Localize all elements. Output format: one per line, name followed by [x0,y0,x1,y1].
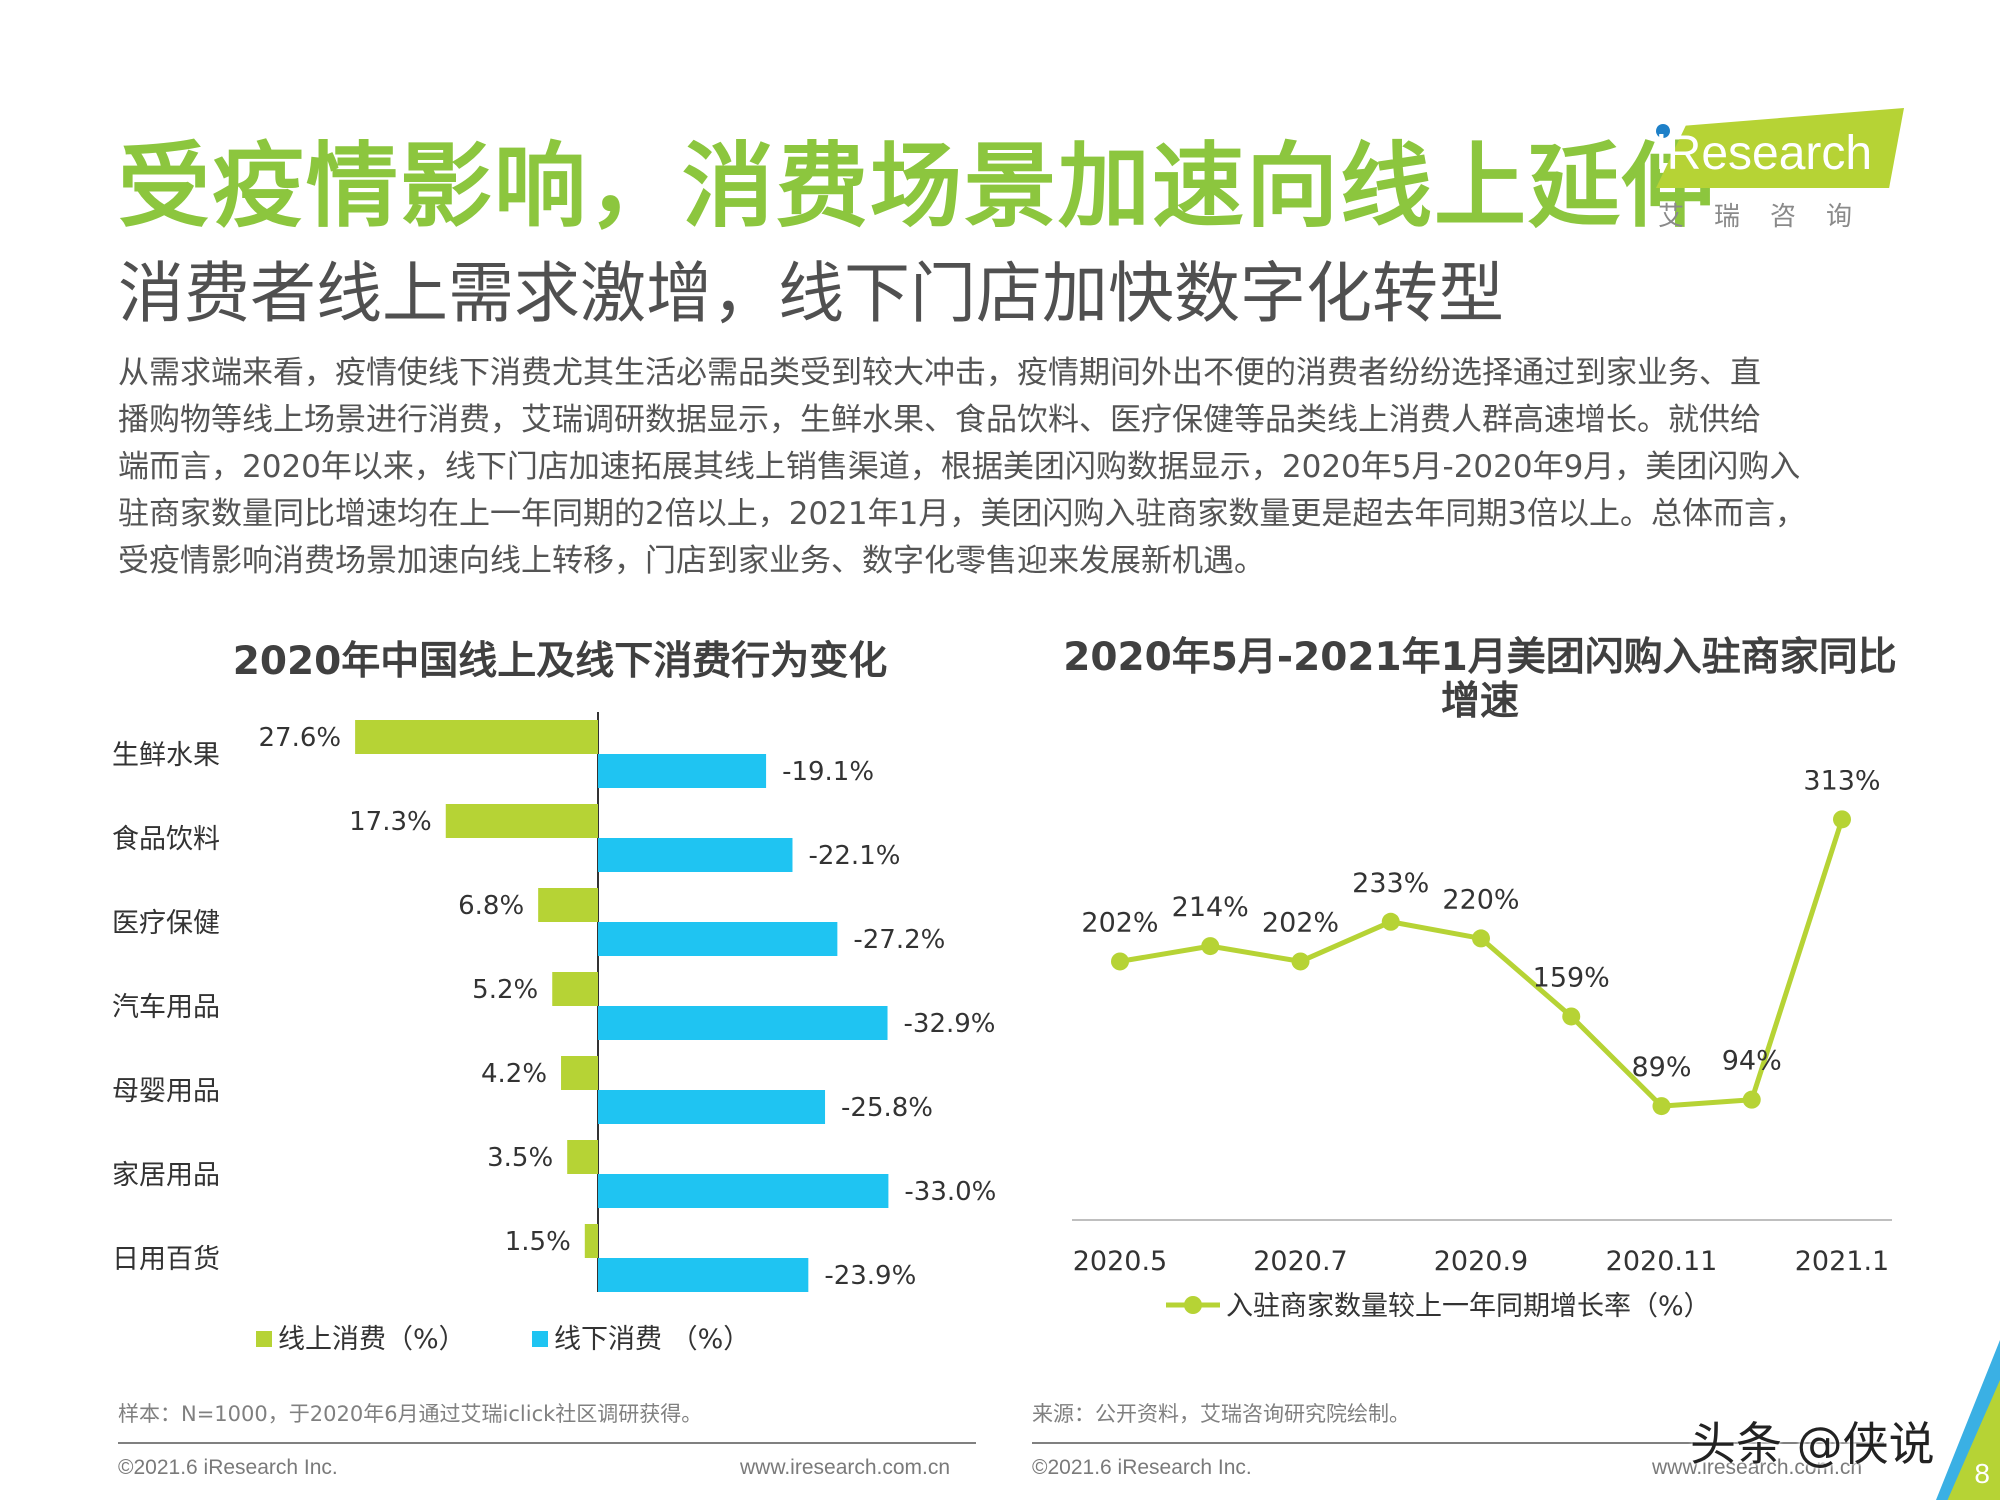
category-label: 日用百货 [112,1244,220,1275]
data-label: 220% [1442,884,1519,915]
offline-value-label: -19.1% [782,757,874,787]
paragraph-line: 从需求端来看，疫情使线下消费尤其生活必需品类受到较大冲击，疫情期间外出不便的消费… [118,355,1761,391]
bar-online [355,720,598,754]
offline-value-label: -23.9% [824,1261,916,1291]
data-point [1562,1007,1581,1026]
footer-copyright: ©2021.6 iResearch Inc. [118,1456,338,1479]
iresearch-logo: iResearch 艾瑞咨询 [1650,104,1910,234]
bar-offline [598,1090,826,1124]
footer-url: www.iresearch.com.cn [1652,1456,1863,1479]
bar-online [561,1056,598,1090]
category-label: 医疗保健 [112,908,220,939]
footer-rule [118,1442,976,1444]
bar-offline [598,1258,809,1292]
offline-value-label: -22.1% [808,841,900,871]
source-note: 来源：公开资料，艾瑞咨询研究院绘制。 [1032,1402,1410,1426]
logo-brand: iResearch [1656,127,1873,180]
paragraph-line: 端而言，2020年以来，线下门店加速拓展其线上销售渠道，根据美团闪购数据显示，2… [118,449,1801,485]
online-value-label: 5.2% [472,975,538,1005]
bar-online [584,1224,598,1258]
bar-offline [598,754,767,788]
offline-value-label: -27.2% [853,925,945,955]
page-title: 受疫情影响，消费场景加速向线上延伸 [118,133,1717,240]
data-point [1472,929,1490,948]
bar-online [445,804,598,838]
data-point [1111,952,1129,971]
line-chart: 202% 214% 202% 233% 220% 159% 89% 94% 313% 2020.5… [1072,770,1892,1322]
footer-copyright: ©2021.6 iResearch Inc. [1032,1456,1252,1479]
corner-decoration: 8 [1936,1340,2000,1500]
legend-swatch-offline [532,1331,548,1347]
bar-offline [598,922,838,956]
legend-label: 入驻商家数量较上一年同期增长率（%） [1226,1291,1711,1322]
offline-value-label: -32.9% [904,1009,996,1039]
data-label: 202% [1262,907,1339,938]
online-value-label: 27.6% [259,723,342,753]
category-label: 汽车用品 [112,992,220,1023]
bar-online [552,972,598,1006]
data-label: 313% [1803,770,1880,796]
paragraph-line: 播购物等线上场景进行消费，艾瑞调研数据显示，生鲜水果、食品饮料、医疗保健等品类线… [118,402,1761,438]
page-number: 8 [1974,1458,1990,1489]
x-tick-label: 2020.5 [1073,1246,1167,1277]
data-point [1742,1090,1761,1109]
online-value-label: 17.3% [349,807,432,837]
legend-label-offline: 线下消费 （%） [554,1324,750,1355]
bar-chart-title: 2020年中国线上及线下消费行为变化 [232,639,888,684]
logo-sub: 艾瑞咨询 [1658,202,1883,232]
data-point [1381,912,1400,931]
bar-online [538,888,598,922]
paragraph-line: 受疫情影响消费场景加速向线上转移，门店到家业务、数字化零售迎来发展新机遇。 [118,543,1265,579]
watermark: 头条 @侠说 [1690,1417,1935,1471]
data-label: 214% [1172,892,1249,923]
online-value-label: 1.5% [505,1227,571,1257]
bar-chart: 27.6% -19.1% 生鲜水果 17.3% -22.1% 食品饮料 6.8% -27.2%… [112,712,996,1355]
data-label: 159% [1533,962,1610,993]
sample-note: 样本：N=1000，于2020年6月通过艾瑞iclick社区调研获得。 [118,1402,703,1426]
category-label: 生鲜水果 [112,740,220,771]
category-label: 食品饮料 [112,824,220,855]
body-paragraph: 从需求端来看，疫情使线下消费尤其生活必需品类受到较大冲击，疫情期间外出不便的消费… [118,350,1918,585]
online-value-label: 3.5% [487,1143,553,1173]
data-label: 89% [1631,1052,1691,1083]
legend-swatch-online [256,1331,272,1347]
category-label: 母婴用品 [112,1076,220,1107]
line-chart-title: 2020年5月-2021年1月美团闪购入驻商家同比增速 [1063,635,1897,724]
bar-offline [598,1174,889,1208]
x-tick-label: 2020.9 [1434,1246,1528,1277]
bar-online [567,1140,598,1174]
logo-dot [1656,124,1670,138]
online-value-label: 4.2% [481,1059,547,1089]
x-tick-label: 2020.11 [1606,1246,1718,1277]
category-label: 家居用品 [112,1160,220,1191]
data-label: 233% [1352,868,1429,899]
bar-offline [598,1006,888,1040]
paragraph-line: 驻商家数量同比增速均在上一年同期的2倍以上，2021年1月，美团闪购入驻商家数量… [118,496,1807,532]
online-value-label: 6.8% [458,891,524,921]
offline-value-label: -25.8% [841,1093,933,1123]
legend-label-online: 线上消费（%） [278,1324,466,1355]
bar-offline [598,838,793,872]
x-tick-label: 2021.1 [1795,1246,1889,1277]
offline-value-label: -33.0% [904,1177,996,1207]
x-tick-label: 2020.7 [1253,1246,1347,1277]
data-point [1652,1097,1671,1116]
data-point [1201,937,1220,956]
page-subtitle: 消费者线上需求激增，线下门店加快数字化转型 [118,255,1504,332]
footer-rule [1032,1442,1884,1444]
data-point [1291,952,1310,971]
data-label: 202% [1081,907,1158,938]
data-label: 94% [1722,1046,1782,1077]
footer-url: www.iresearch.com.cn [740,1456,951,1479]
legend-marker [1184,1296,1202,1314]
data-point [1833,810,1851,829]
